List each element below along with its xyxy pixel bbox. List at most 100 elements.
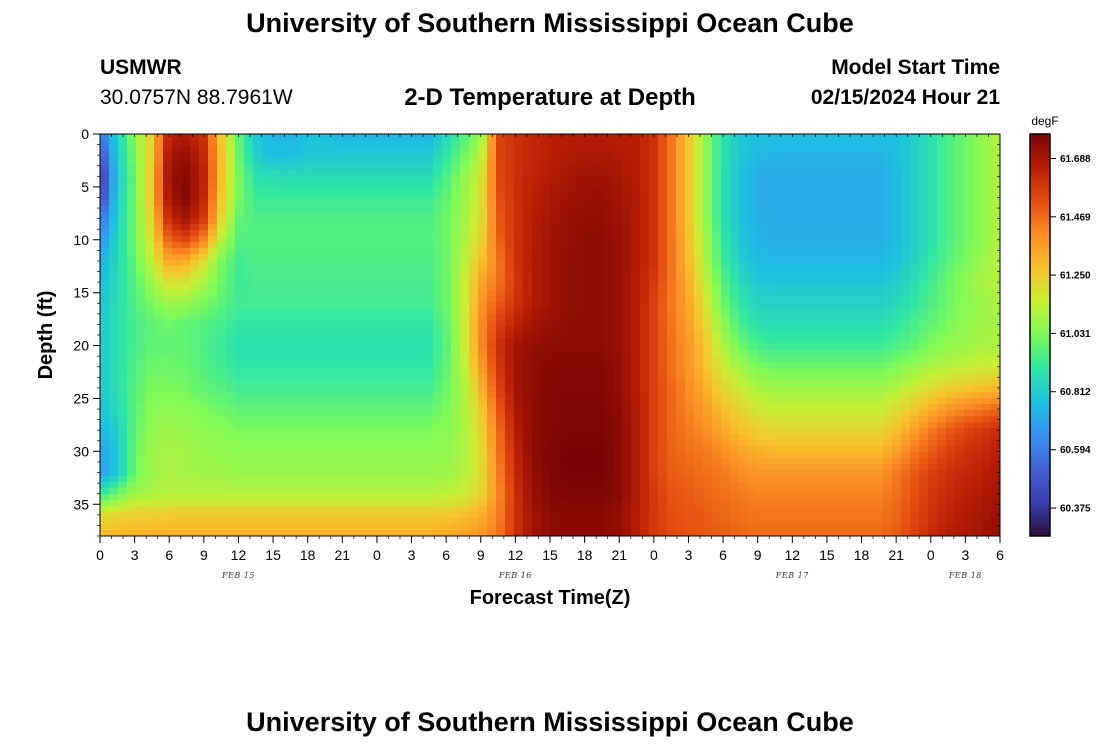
heatmap-cell xyxy=(541,200,551,207)
heatmap-cell xyxy=(307,182,317,189)
heatmap-cell xyxy=(568,416,578,423)
heatmap-cell xyxy=(703,380,713,387)
heatmap-cell xyxy=(802,200,812,207)
heatmap-cell xyxy=(406,350,416,357)
heatmap-cell xyxy=(415,164,425,171)
heatmap-cell xyxy=(820,134,830,141)
heatmap-cell xyxy=(937,302,947,309)
heatmap-cell xyxy=(604,284,614,291)
heatmap-cell xyxy=(307,140,317,147)
heatmap-cell xyxy=(415,308,425,315)
heatmap-cell xyxy=(208,428,218,435)
heatmap-cell xyxy=(451,152,461,159)
heatmap-cell xyxy=(856,212,866,219)
heatmap-cell xyxy=(397,344,407,351)
heatmap-cell xyxy=(874,236,884,243)
heatmap-cell xyxy=(406,254,416,261)
heatmap-cell xyxy=(469,392,479,399)
heatmap-cell xyxy=(253,404,263,411)
heatmap-cell xyxy=(289,350,299,357)
heatmap-cell xyxy=(874,248,884,255)
heatmap-cell xyxy=(739,320,749,327)
heatmap-cell xyxy=(613,416,623,423)
heatmap-cell xyxy=(343,170,353,177)
heatmap-cell xyxy=(226,260,236,267)
heatmap-cell xyxy=(226,308,236,315)
heatmap-cell xyxy=(388,164,398,171)
heatmap-cell xyxy=(919,242,929,249)
heatmap-cell xyxy=(640,164,650,171)
heatmap-cell xyxy=(262,248,272,255)
heatmap-cell xyxy=(811,212,821,219)
heatmap-cell xyxy=(316,236,326,243)
heatmap-cell xyxy=(235,260,245,267)
heatmap-cell xyxy=(865,338,875,345)
heatmap-cell xyxy=(721,410,731,417)
heatmap-cell xyxy=(289,428,299,435)
heatmap-cell xyxy=(235,368,245,375)
heatmap-cell xyxy=(811,404,821,411)
heatmap-cell xyxy=(703,392,713,399)
heatmap-cell xyxy=(343,218,353,225)
heatmap-cell xyxy=(145,290,155,297)
heatmap-cell xyxy=(217,266,227,273)
heatmap-cell xyxy=(154,170,164,177)
heatmap-cell xyxy=(856,224,866,231)
heatmap-cell xyxy=(658,428,668,435)
heatmap-cell xyxy=(847,308,857,315)
heatmap-cell xyxy=(775,386,785,393)
heatmap-cell xyxy=(829,302,839,309)
heatmap-cell xyxy=(163,380,173,387)
heatmap-cell xyxy=(856,380,866,387)
heatmap-cell xyxy=(667,356,677,363)
heatmap-cell xyxy=(370,206,380,213)
heatmap-cell xyxy=(505,218,515,225)
heatmap-cell xyxy=(334,362,344,369)
heatmap-cell xyxy=(271,260,281,267)
heatmap-cell xyxy=(640,254,650,261)
heatmap-cell xyxy=(523,236,533,243)
heatmap-cell xyxy=(181,290,191,297)
heatmap-cell xyxy=(370,356,380,363)
heatmap-cell xyxy=(901,398,911,405)
heatmap-cell xyxy=(487,260,497,267)
heatmap-cell xyxy=(109,176,119,183)
heatmap-cell xyxy=(550,170,560,177)
heatmap-cell xyxy=(811,326,821,333)
heatmap-cell xyxy=(622,416,632,423)
heatmap-cell xyxy=(397,212,407,219)
heatmap-cell xyxy=(856,410,866,417)
heatmap-cell xyxy=(541,308,551,315)
heatmap-cell xyxy=(316,152,326,159)
heatmap-cell xyxy=(820,146,830,153)
heatmap-cell xyxy=(640,170,650,177)
heatmap-cell xyxy=(352,350,362,357)
heatmap-cell xyxy=(928,392,938,399)
heatmap-cell xyxy=(118,428,128,435)
heatmap-cell xyxy=(505,224,515,231)
heatmap-cell xyxy=(163,230,173,237)
heatmap-cell xyxy=(802,302,812,309)
heatmap-cell xyxy=(964,230,974,237)
heatmap-cell xyxy=(361,164,371,171)
heatmap-cell xyxy=(208,182,218,189)
heatmap-cell xyxy=(802,278,812,285)
heatmap-cell xyxy=(154,242,164,249)
heatmap-cell xyxy=(136,200,146,207)
heatmap-cell xyxy=(181,380,191,387)
heatmap-cell xyxy=(109,146,119,153)
heatmap-cell xyxy=(586,416,596,423)
heatmap-cell xyxy=(199,236,209,243)
heatmap-cell xyxy=(532,266,542,273)
heatmap-cell xyxy=(712,164,722,171)
heatmap-cell xyxy=(289,176,299,183)
heatmap-cell xyxy=(919,326,929,333)
heatmap-cell xyxy=(712,212,722,219)
heatmap-cell xyxy=(370,224,380,231)
heatmap-cell xyxy=(451,368,461,375)
heatmap-cell xyxy=(325,206,335,213)
heatmap-cell xyxy=(163,374,173,381)
heatmap-cell xyxy=(352,344,362,351)
heatmap-cell xyxy=(271,332,281,339)
heatmap-cell xyxy=(901,272,911,279)
